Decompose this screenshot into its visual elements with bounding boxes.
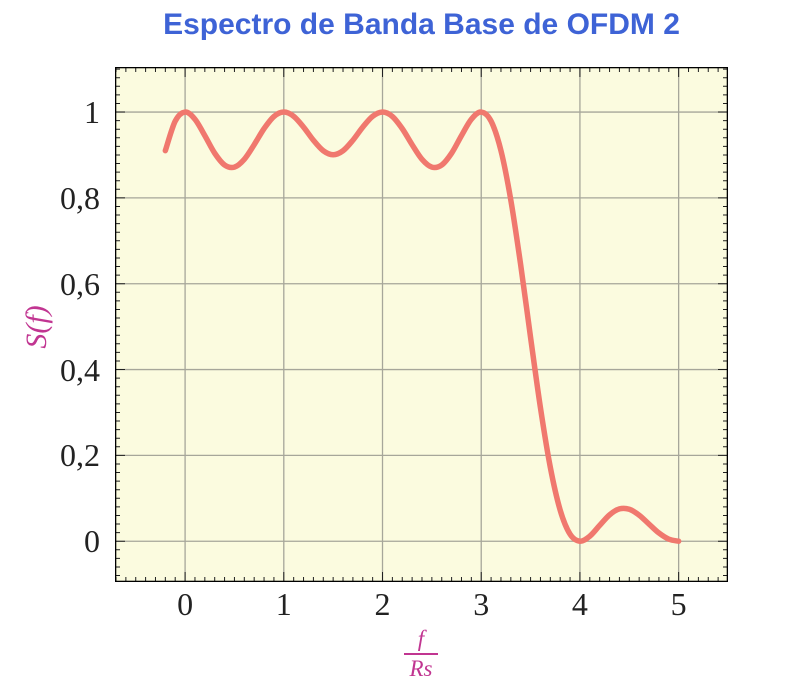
x-label-denominator: Rs [409, 656, 433, 682]
x-label-numerator: f [417, 626, 425, 651]
y-tick-label: 1 [84, 94, 100, 131]
x-axis-label: f Rs [404, 626, 438, 682]
grid-lines [115, 67, 728, 582]
x-tick-label: 4 [571, 586, 588, 622]
plot-area [115, 67, 728, 582]
y-tick-label: 0,8 [60, 179, 100, 216]
x-tick-label: 3 [473, 586, 490, 622]
y-tick-label: 0,6 [60, 265, 100, 302]
chart-title: Espectro de Banda Base de OFDM 2 [163, 8, 680, 41]
x-tick-label: 5 [670, 586, 687, 622]
spectrum-curve [162, 109, 682, 544]
y-tick-label: 0,4 [60, 351, 100, 388]
x-tick-label: 0 [177, 586, 194, 622]
y-axis-label: S(f) [20, 305, 53, 349]
fraction-bar-line [404, 653, 438, 656]
x-tick-label: 2 [374, 586, 391, 622]
y-tick-label: 0,2 [60, 437, 100, 474]
x-tick-label: 1 [275, 586, 292, 622]
plot-frame [115, 67, 728, 582]
y-tick-label: 0 [84, 523, 100, 560]
